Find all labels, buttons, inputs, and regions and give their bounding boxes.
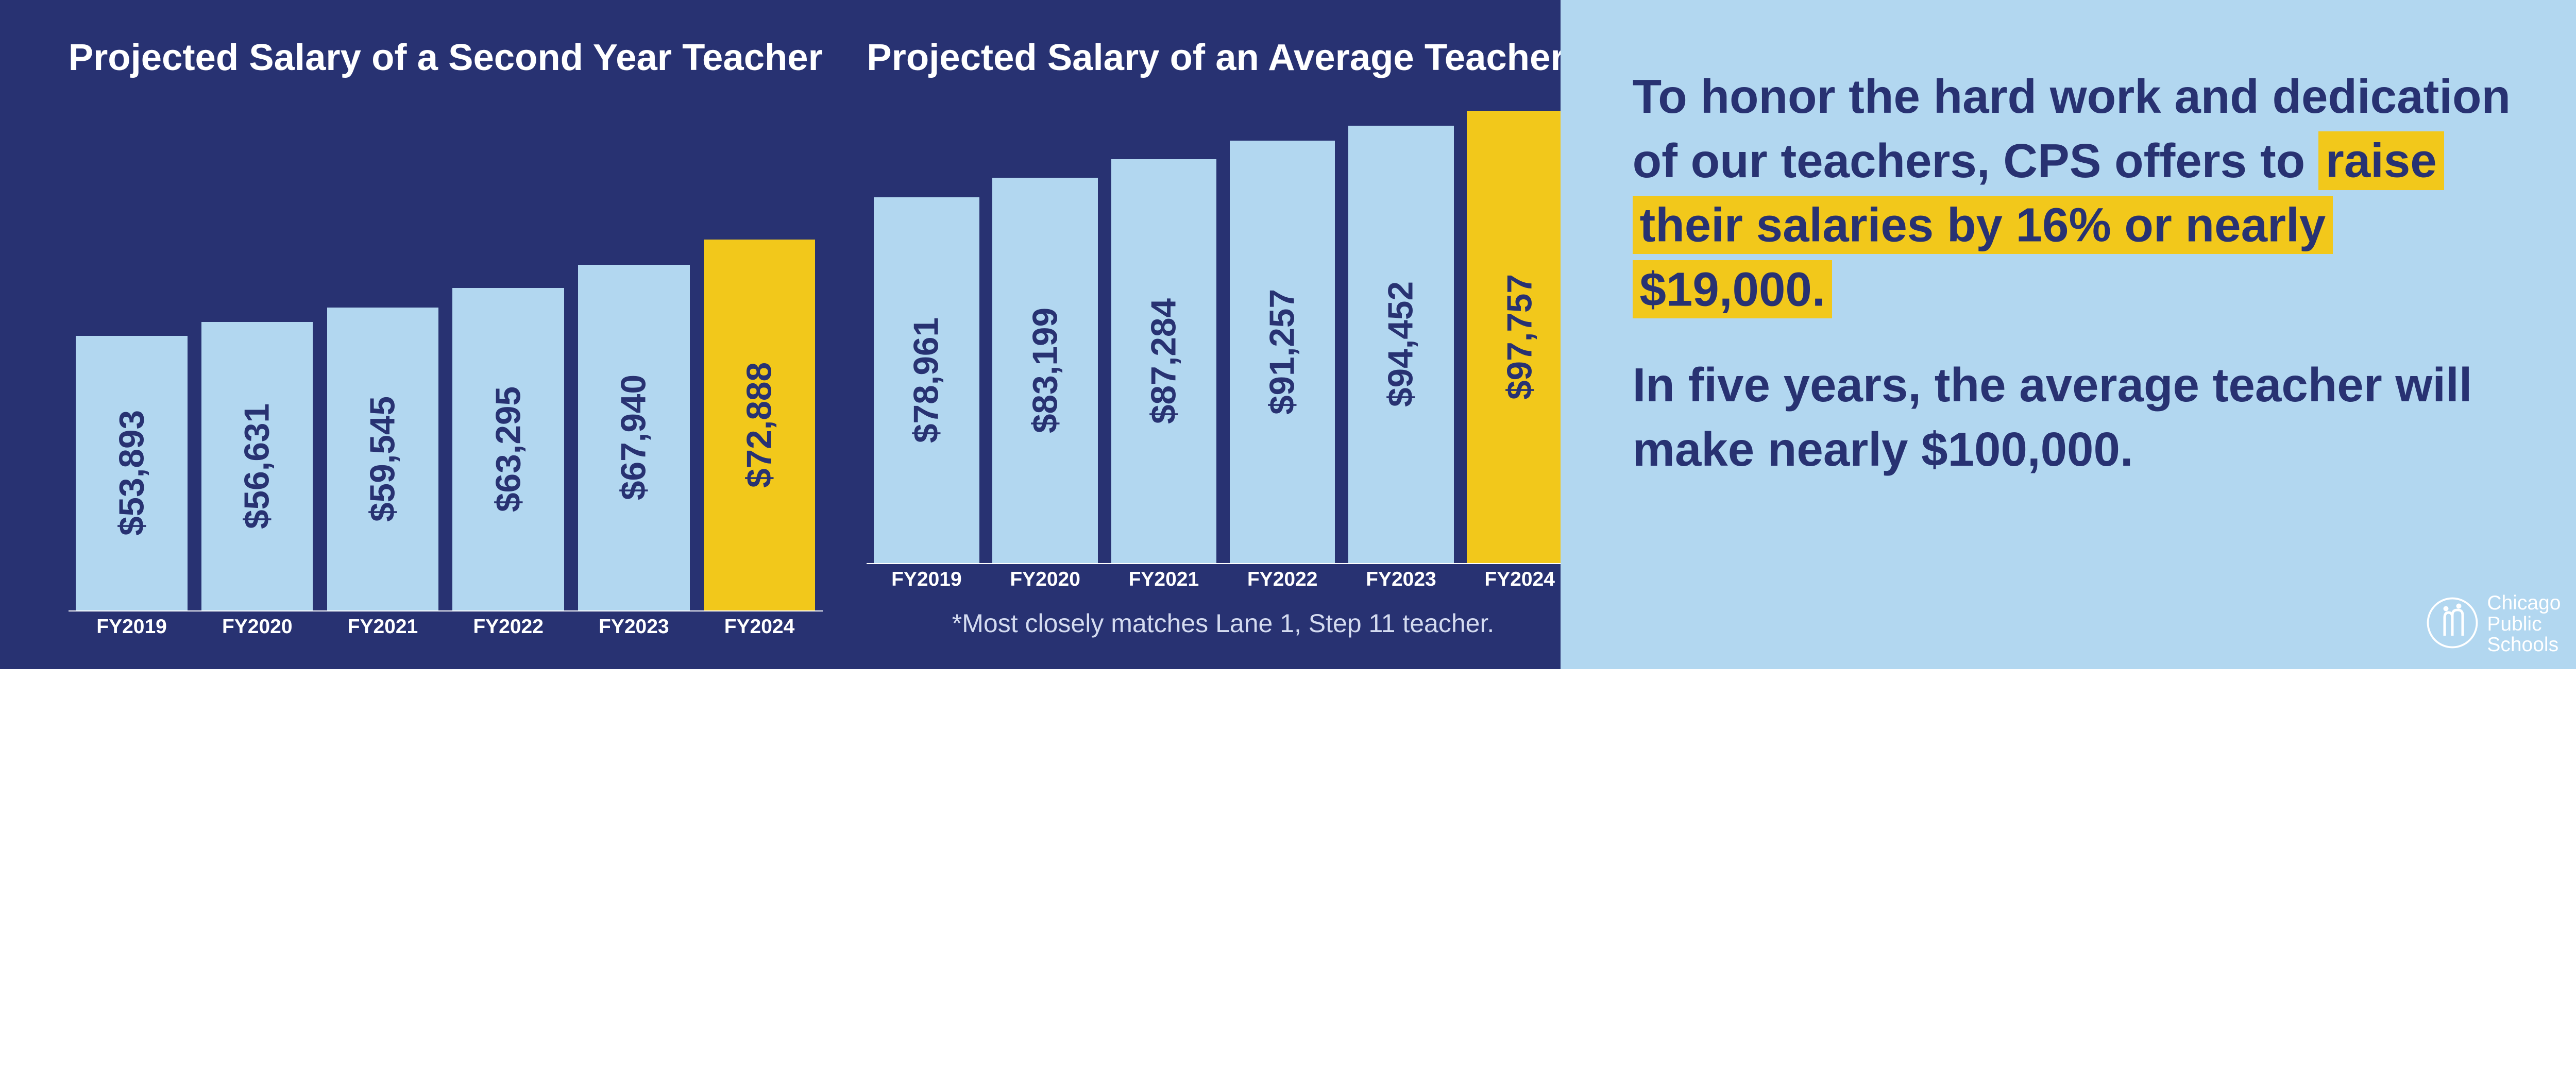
chart-average-teacher: Projected Salary of an Average Teacher* … — [845, 36, 1602, 638]
bar: $67,940 — [578, 265, 689, 610]
logo-line2: Public — [2487, 614, 2561, 635]
bar: $91,257 — [1230, 141, 1335, 563]
cps-logo-text: Chicago Public Schools — [2487, 593, 2561, 656]
x-axis-label: FY2024 — [1467, 568, 1572, 591]
chart2-bars: $78,961 $83,199 $87,284 $91,257 $94,452 $97,7… — [867, 100, 1579, 564]
cps-logo-icon — [2427, 597, 2478, 651]
bar: $97,757 — [1467, 111, 1572, 563]
x-axis-label: FY2020 — [201, 616, 313, 638]
bar: $63,295 — [452, 288, 564, 610]
bar-column: $67,940 — [578, 101, 689, 610]
bar-value-label: $53,893 — [112, 410, 151, 536]
chart2-xlabels: FY2019 FY2020 FY2021 FY2022 FY2023 FY2024 — [867, 568, 1579, 591]
logo-line3: Schools — [2487, 635, 2561, 656]
bar-column: $78,961 — [874, 100, 979, 563]
bar-value-label: $83,199 — [1025, 308, 1065, 433]
x-axis-label: FY2019 — [874, 568, 979, 591]
x-axis-label: FY2019 — [76, 616, 187, 638]
bar-value-label: $72,888 — [740, 362, 779, 488]
chart2-title: Projected Salary of an Average Teacher* — [867, 36, 1579, 79]
bar-column: $72,888 — [704, 101, 815, 610]
paragraph-1: To honor the hard work and dedication of… — [1633, 64, 2519, 322]
copy-panel: To honor the hard work and dedication of… — [1561, 0, 2576, 669]
bar: $72,888 — [704, 240, 815, 610]
logo-line1: Chicago — [2487, 593, 2561, 614]
charts-panel: Projected Salary of a Second Year Teache… — [0, 0, 1561, 669]
bar-column: $59,545 — [327, 101, 438, 610]
bar-value-label: $97,757 — [1500, 274, 1539, 400]
bar-column: $83,199 — [992, 100, 1098, 563]
x-axis-label: FY2023 — [1348, 568, 1454, 591]
bar: $59,545 — [327, 308, 438, 610]
cps-logo: Chicago Public Schools — [2427, 593, 2561, 656]
bar-value-label: $91,257 — [1263, 289, 1302, 415]
bar-column: $53,893 — [76, 101, 187, 610]
x-axis-label: FY2024 — [704, 616, 815, 638]
x-axis-label: FY2022 — [452, 616, 564, 638]
bar: $94,452 — [1348, 126, 1454, 563]
bar-value-label: $78,961 — [907, 317, 946, 443]
bar: $87,284 — [1111, 159, 1217, 563]
bar-value-label: $56,631 — [238, 403, 277, 529]
x-axis-label: FY2021 — [1111, 568, 1217, 591]
chart1-xlabels: FY2019 FY2020 FY2021 FY2022 FY2023 FY2024 — [69, 616, 823, 638]
x-axis-label: FY2022 — [1230, 568, 1335, 591]
bar-column: $91,257 — [1230, 100, 1335, 563]
x-axis-label: FY2020 — [992, 568, 1098, 591]
bar-value-label: $59,545 — [363, 396, 402, 522]
bar-column: $94,452 — [1348, 100, 1454, 563]
chart-second-year: Projected Salary of a Second Year Teache… — [46, 36, 845, 638]
bar: $53,893 — [76, 336, 187, 610]
bar-column: $97,757 — [1467, 100, 1572, 563]
bar: $83,199 — [992, 178, 1098, 563]
bar-column: $56,631 — [201, 101, 313, 610]
chart1-bars: $53,893 $56,631 $59,545 $63,295 $67,940 $72,8… — [69, 101, 823, 611]
bar-column: $87,284 — [1111, 100, 1217, 563]
bar: $78,961 — [874, 197, 979, 563]
paragraph-2: In five years, the average teacher will … — [1633, 353, 2519, 482]
chart1-title: Projected Salary of a Second Year Teache… — [69, 36, 823, 79]
x-axis-label: FY2021 — [327, 616, 438, 638]
infographic-root: Projected Salary of a Second Year Teache… — [0, 0, 2576, 669]
bar-value-label: $67,940 — [614, 375, 654, 500]
bar-value-label: $94,452 — [1381, 281, 1421, 407]
bar-value-label: $63,295 — [488, 386, 528, 512]
chart2-footnote: *Most closely matches Lane 1, Step 11 te… — [867, 608, 1579, 638]
bar-column: $63,295 — [452, 101, 564, 610]
bar-value-label: $87,284 — [1144, 298, 1183, 424]
bar: $56,631 — [201, 322, 313, 610]
x-axis-label: FY2023 — [578, 616, 689, 638]
